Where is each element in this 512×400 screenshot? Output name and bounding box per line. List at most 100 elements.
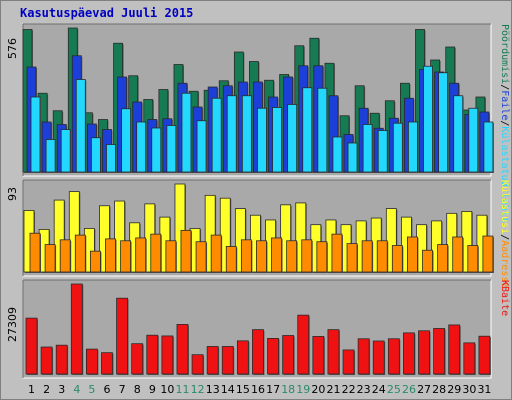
x-tick-label-day-10: 10	[160, 383, 174, 396]
bar-middle-s0-day-4	[68, 191, 80, 273]
bar-bottom-s0-day-6	[101, 352, 113, 375]
bar-top-s2-day-28	[438, 72, 449, 173]
bar-middle-s1-day-1	[29, 232, 41, 273]
bar-middle-s1-day-23	[361, 240, 373, 273]
legend-separator: /	[499, 120, 510, 126]
x-tick-label-day-30: 30	[462, 383, 476, 396]
bar-middle-s1-day-5	[89, 250, 101, 273]
bar-middle-s0-day-7	[114, 200, 125, 273]
bar-top-s2-day-16	[257, 107, 267, 173]
x-tick-label-day-23: 23	[357, 383, 371, 396]
x-tick-label-day-27: 27	[417, 383, 431, 396]
bar-middle-s1-day-19	[301, 239, 313, 273]
bar-bottom-s0-day-1	[25, 317, 38, 375]
x-tick-label-day-13: 13	[206, 383, 220, 396]
bar-top-s2-day-14	[226, 95, 237, 173]
x-tick-label-day-20: 20	[311, 383, 325, 396]
bar-middle-s1-day-14	[225, 246, 237, 273]
x-tick-label-day-31: 31	[477, 383, 491, 396]
bar-bottom-s0-day-17	[267, 338, 279, 375]
x-tick-label-day-5: 5	[88, 383, 95, 396]
x-tick-label-day-29: 29	[447, 383, 461, 396]
bar-middle-s1-day-17	[271, 237, 282, 273]
bar-middle-s1-day-9	[150, 233, 162, 273]
bar-top-s2-day-13	[211, 97, 222, 173]
bar-middle-s1-day-4	[74, 234, 86, 273]
x-tick-label-day-26: 26	[402, 383, 416, 396]
bar-bottom-s0-day-30	[463, 342, 476, 375]
x-tick-label-day-25: 25	[387, 383, 401, 396]
bar-bottom-s0-day-2	[40, 346, 53, 375]
legend-entry: Külastusi	[499, 180, 510, 234]
bar-bottom-s0-day-14	[221, 346, 234, 375]
bar-top-s2-day-29	[453, 95, 464, 173]
bar-middle-s1-day-6	[105, 238, 116, 273]
bar-middle-s1-day-12	[195, 241, 207, 273]
bar-bottom-s0-day-25	[387, 338, 400, 375]
legend-entry: Pöördumisi	[499, 24, 510, 84]
bar-bottom-s0-day-15	[236, 340, 249, 375]
bar-top-s2-day-5	[90, 137, 101, 173]
x-tick-label-day-3: 3	[58, 383, 65, 396]
x-tick-label-day-19: 19	[296, 383, 310, 396]
bar-middle-s1-day-15	[240, 239, 252, 273]
bar-top-s2-day-2	[45, 139, 56, 173]
bar-middle-s1-day-21	[331, 233, 343, 273]
bar-bottom-s0-day-10	[161, 335, 174, 375]
bar-middle-s1-day-10	[165, 240, 177, 273]
bar-bottom-s0-day-28	[433, 328, 446, 375]
bar-top-s2-day-15	[241, 95, 252, 173]
bar-middle-s1-day-26	[407, 236, 418, 273]
legend-entry: Külastatud lehti	[499, 126, 510, 222]
bar-middle-s1-day-22	[346, 243, 358, 273]
bar-top-s2-day-30	[468, 107, 479, 173]
bar-middle-s1-day-7	[120, 240, 131, 273]
x-tick-label-day-21: 21	[326, 383, 340, 396]
bar-bottom-s0-day-27	[418, 330, 430, 375]
bar-top-s2-day-24	[377, 130, 388, 173]
bar-middle-s1-day-31	[482, 235, 494, 273]
bar-bottom-s0-day-8	[131, 343, 144, 375]
bar-top-s2-day-10	[166, 125, 177, 173]
legend-entry: Faile	[499, 90, 510, 120]
bar-bottom-s0-day-29	[448, 324, 461, 375]
bar-top-s2-day-21	[332, 136, 343, 173]
x-tick-label-day-4: 4	[73, 383, 80, 396]
x-tick-label-day-14: 14	[221, 383, 235, 396]
bar-top-s2-day-6	[106, 144, 116, 173]
bar-middle-s1-day-2	[44, 244, 56, 273]
bar-middle-s1-day-13	[210, 234, 222, 273]
bar-middle-s1-day-24	[376, 240, 388, 273]
legend-separator: /	[499, 84, 510, 90]
bar-top-s2-day-27	[423, 65, 433, 173]
x-tick-label-day-22: 22	[342, 383, 356, 396]
x-tick-label-day-16: 16	[251, 383, 265, 396]
bar-bottom-s0-day-19	[297, 314, 310, 375]
bar-bottom-s0-day-16	[252, 329, 264, 375]
bar-bottom-s0-day-23	[357, 338, 370, 375]
chart-title: Kasutuspäevad Juuli 2015	[20, 6, 194, 20]
panel-0-ymax-label: 576	[6, 38, 19, 59]
bar-bottom-s0-day-21	[327, 329, 340, 375]
x-tick-label-day-15: 15	[236, 383, 250, 396]
bar-middle-s0-day-11	[174, 183, 186, 273]
legend-entry: Aadresse	[499, 240, 510, 288]
bar-middle-s1-day-20	[316, 241, 328, 273]
bar-top-s2-day-25	[392, 122, 403, 173]
bar-bottom-s0-day-18	[282, 335, 295, 375]
x-tick-label-day-2: 2	[43, 383, 50, 396]
bar-bottom-s0-day-22	[342, 349, 355, 375]
panel-1-ymax-label: 93	[6, 187, 19, 201]
bar-bottom-s0-day-3	[55, 344, 68, 375]
bar-middle-s1-day-8	[135, 237, 147, 273]
bar-bottom-s0-day-11	[176, 324, 189, 375]
bar-middle-s1-day-25	[391, 245, 403, 273]
bar-bottom-s0-day-9	[146, 334, 159, 375]
bar-middle-s1-day-28	[437, 244, 449, 273]
bar-bottom-s0-day-24	[372, 340, 385, 375]
bar-bottom-s0-day-31	[478, 335, 491, 375]
panel-0-legend: Pöördumisi/Faile/Külastatud lehti	[499, 24, 510, 223]
bar-middle-s1-day-11	[180, 229, 192, 273]
bar-bottom-s0-day-5	[85, 348, 98, 375]
